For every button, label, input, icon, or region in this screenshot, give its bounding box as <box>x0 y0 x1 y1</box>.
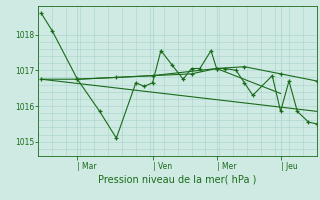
X-axis label: Pression niveau de la mer( hPa ): Pression niveau de la mer( hPa ) <box>99 175 257 185</box>
